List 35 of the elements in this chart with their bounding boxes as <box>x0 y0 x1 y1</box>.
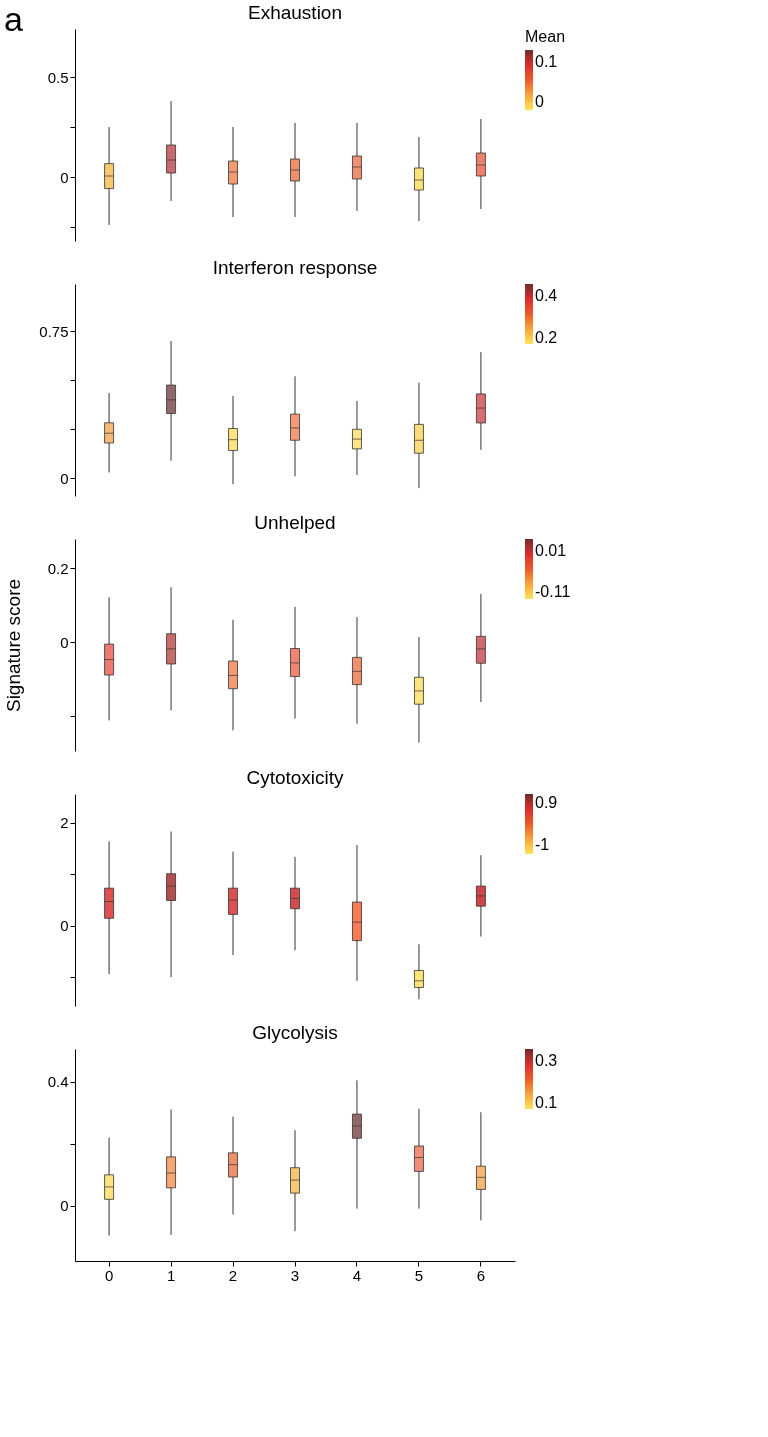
color-bar-label: -1 <box>535 835 550 853</box>
x-tick-label: 6 <box>476 1266 486 1284</box>
y-tick-label: 0 <box>60 469 69 487</box>
color-bar-label: 0.01 <box>535 541 567 559</box>
x-tick-label: 2 <box>228 1266 238 1284</box>
y-tick-label: 0 <box>60 168 69 186</box>
x-tick-label: 0 <box>104 1266 114 1284</box>
y-tick-label: 0.5 <box>47 68 69 86</box>
x-tick-label: 3 <box>290 1266 300 1284</box>
color-bar-label: 0.2 <box>535 328 558 346</box>
color-bar-title: Mean <box>525 28 566 45</box>
color-bar-label: 0.1 <box>535 1093 558 1111</box>
y-tick-label: 2 <box>60 814 69 832</box>
color-bar-label: 0.1 <box>535 53 558 70</box>
chart-title: Interferon response <box>212 257 378 278</box>
y-tick-label: 0.75 <box>39 322 69 340</box>
color-bar-label: 0.4 <box>535 287 558 305</box>
y-tick-label: 0.4 <box>47 1073 69 1091</box>
text: a <box>4 0 23 39</box>
y-axis-title: Signature score <box>2 578 24 713</box>
x-tick-label: 1 <box>166 1266 176 1284</box>
color-bar-label: 0.3 <box>535 1051 558 1069</box>
chart-title: Exhaustion <box>247 2 343 23</box>
y-tick-label: 0 <box>60 633 69 651</box>
color-bar-label: -0.11 <box>535 582 571 600</box>
chart-title: Glycolysis <box>252 1022 338 1043</box>
color-bar-label: 0 <box>535 93 544 110</box>
chart-title: Unhelped <box>254 512 336 533</box>
y-tick-label: 0.2 <box>47 560 69 577</box>
y-tick-label: 0 <box>60 1197 69 1215</box>
y-tick-label: 0 <box>60 917 69 935</box>
x-tick-label: 4 <box>352 1266 362 1284</box>
x-tick-label: 5 <box>414 1266 424 1284</box>
color-bar-label: 0.9 <box>535 794 558 812</box>
chart-title: Cytotoxicity <box>246 767 345 788</box>
